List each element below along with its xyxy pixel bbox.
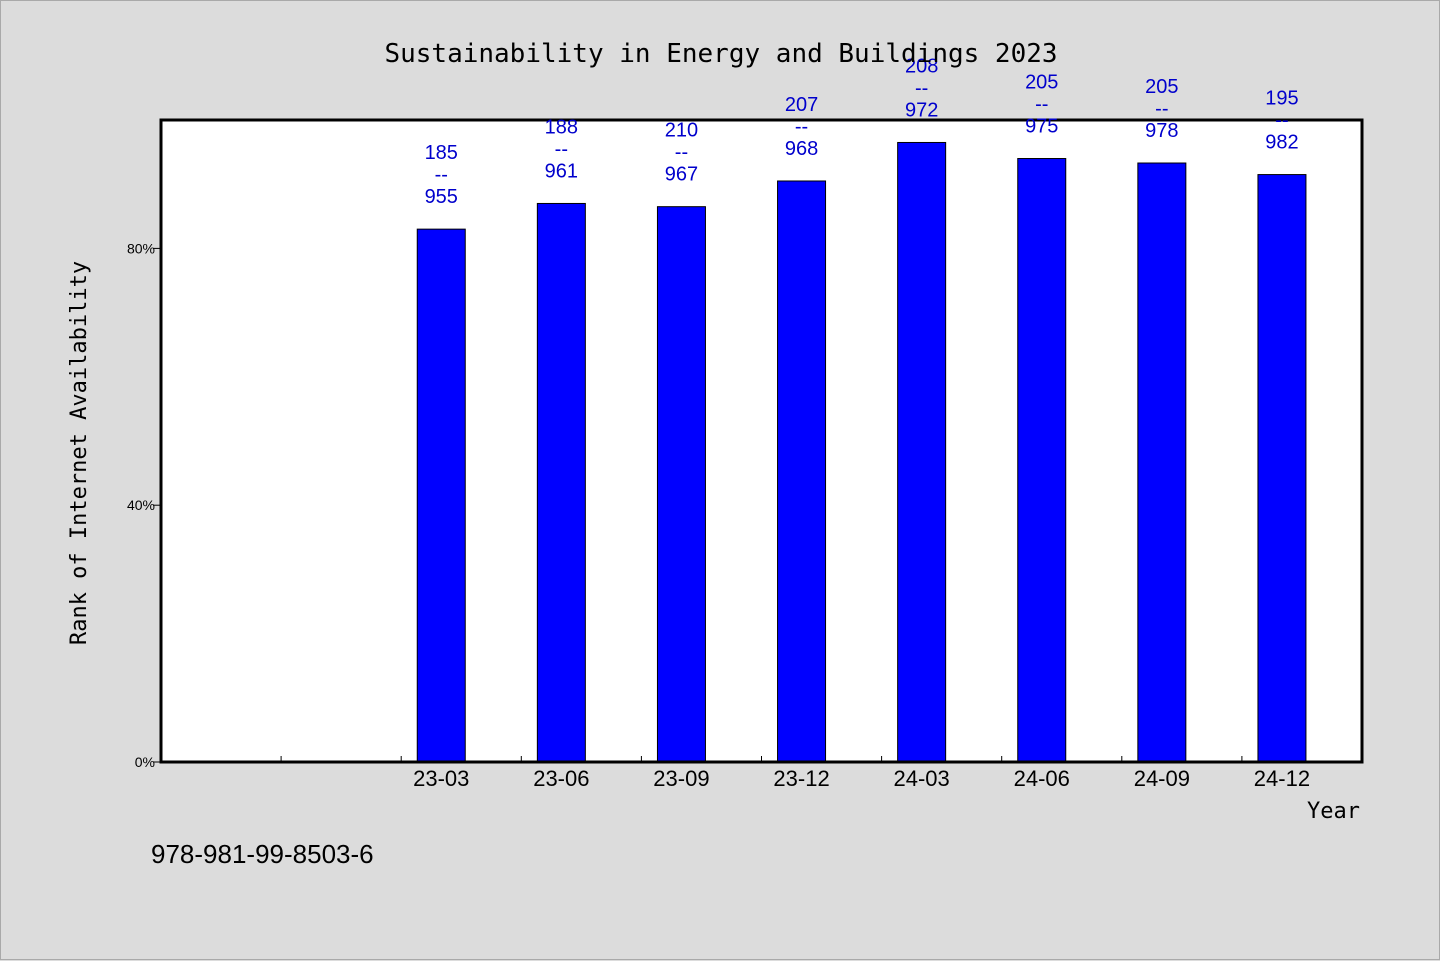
x-tick-label: 23-06	[533, 766, 589, 791]
bar-data-label: 982	[1265, 132, 1298, 154]
bar-data-label: --	[915, 77, 928, 99]
x-tick-label: 24-03	[894, 766, 950, 791]
bar-data-label: 978	[1145, 120, 1178, 142]
bar-data-label: 195	[1265, 88, 1298, 110]
bar-data-label: 210	[665, 120, 698, 142]
bar-data-label: --	[1155, 98, 1168, 120]
bar-data-label: --	[795, 116, 808, 138]
bar-data-label: 968	[785, 138, 818, 160]
bar-data-label: --	[555, 138, 568, 160]
plot-frame	[159, 118, 1364, 764]
y-axis: 0% 40% 80%	[127, 240, 161, 770]
x-axis-label: Year	[1307, 799, 1360, 824]
bar-data-label: --	[1035, 94, 1048, 116]
bar-data-label: --	[675, 142, 688, 164]
isbn-footnote: 978-981-99-8503-6	[151, 839, 374, 869]
bar-data-label: 208	[905, 55, 938, 77]
x-tick-label: 24-12	[1254, 766, 1310, 791]
x-tick-label: 24-09	[1134, 766, 1190, 791]
bar	[897, 141, 947, 763]
y-tick-label: 80%	[127, 240, 155, 256]
bar	[1137, 162, 1187, 763]
bar	[1257, 174, 1307, 763]
bar	[416, 228, 466, 763]
x-tick-label: 23-09	[653, 766, 709, 791]
y-axis-label: Rank of Internet Availability	[67, 261, 92, 645]
y-tick-label: 0%	[135, 754, 155, 770]
bar-data-label: 967	[665, 164, 698, 186]
bar	[1017, 158, 1067, 763]
bar	[656, 206, 706, 763]
x-tick-label: 24-06	[1014, 766, 1070, 791]
bar-data-label: 961	[545, 160, 578, 182]
y-tick-label: 40%	[127, 497, 155, 513]
bar-data-label: 205	[1145, 76, 1178, 98]
bar	[777, 180, 827, 763]
bar-data-labels: 185--955188--961210--967207--968208--972…	[425, 55, 1299, 208]
bar-data-label: --	[435, 164, 448, 186]
x-tick-label: 23-03	[413, 766, 469, 791]
x-tick-label: 23-12	[773, 766, 829, 791]
bar-data-label: 185	[425, 142, 458, 164]
bar-data-label: 205	[1025, 72, 1058, 94]
x-axis: 23-03 23-06 23-09 23-12 24-03 24-06 24-09 24-12	[280, 756, 1310, 791]
bar-data-label: --	[1275, 110, 1288, 132]
bar-data-label: 972	[905, 99, 938, 121]
chart-title: Sustainability in Energy and Buildings 2…	[384, 39, 1057, 69]
bar-data-label: 955	[425, 186, 458, 208]
bar-data-label: 207	[785, 94, 818, 116]
bar-data-label: 975	[1025, 116, 1058, 138]
bars	[416, 141, 1307, 763]
bar	[536, 202, 586, 763]
bar-data-label: 188	[545, 116, 578, 138]
